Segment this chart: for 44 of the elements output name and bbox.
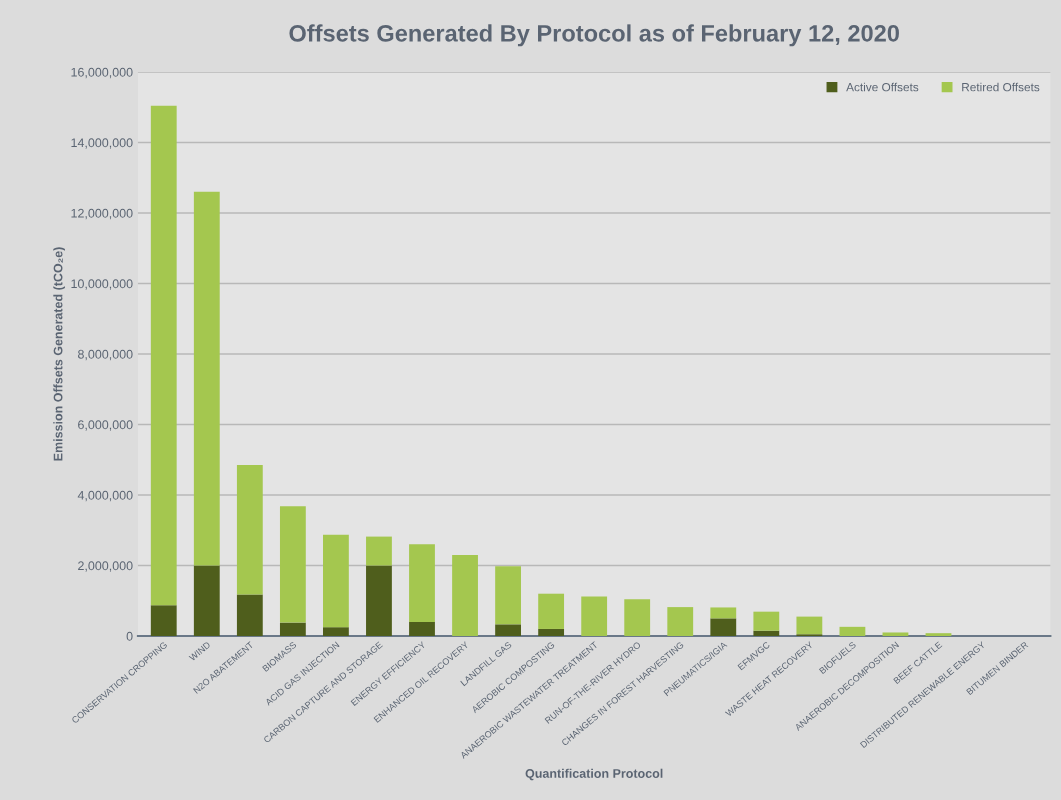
- x-axis-title: Quantification Protocol: [525, 768, 663, 781]
- y-tick-label: 10,000,000: [71, 279, 133, 290]
- bar: [925, 633, 952, 636]
- bar: [753, 611, 780, 631]
- y-tick-label: 4,000,000: [77, 490, 133, 502]
- y-axis-title: Emission Offsets Generated (tCO₂e): [53, 247, 65, 461]
- bar: [150, 605, 177, 636]
- y-tick-label: 6,000,000: [78, 420, 133, 431]
- bar: [409, 544, 435, 622]
- bar: [882, 632, 909, 636]
- bar: [366, 565, 392, 636]
- bar: [495, 624, 521, 636]
- y-tick-label: 14,000,000: [71, 138, 133, 149]
- bar: [667, 607, 694, 636]
- bar: [236, 594, 263, 636]
- bar: [753, 630, 780, 636]
- y-tick-label: 8,000,000: [78, 349, 133, 361]
- bar: [839, 626, 866, 636]
- bar: [366, 536, 392, 566]
- legend-label: Active Offsets: [846, 82, 919, 92]
- bar: [323, 534, 349, 628]
- bar: [495, 566, 521, 625]
- bar: [236, 465, 263, 595]
- bar: [193, 191, 220, 566]
- bar: [279, 506, 306, 623]
- bar: [452, 554, 478, 636]
- bar: [538, 628, 565, 636]
- bar: [624, 599, 651, 636]
- bar: [710, 607, 737, 619]
- bar: [581, 596, 608, 636]
- y-tick-label: 0: [126, 631, 133, 641]
- y-tick-label: 16,000,000: [71, 67, 133, 79]
- bar: [279, 622, 306, 636]
- bar: [323, 627, 349, 636]
- bar: [150, 105, 177, 606]
- y-tick-label: 12,000,000: [71, 208, 133, 220]
- chart-title: Offsets Generated By Protocol as of February 12, 2020: [289, 24, 899, 47]
- y-tick-label: 2,000,000: [78, 561, 133, 572]
- bar: [409, 621, 435, 636]
- bar: [796, 616, 823, 635]
- bar: [710, 618, 737, 636]
- legend-label: Retired Offsets: [962, 82, 1040, 92]
- bar: [193, 565, 220, 636]
- bar: [538, 593, 565, 629]
